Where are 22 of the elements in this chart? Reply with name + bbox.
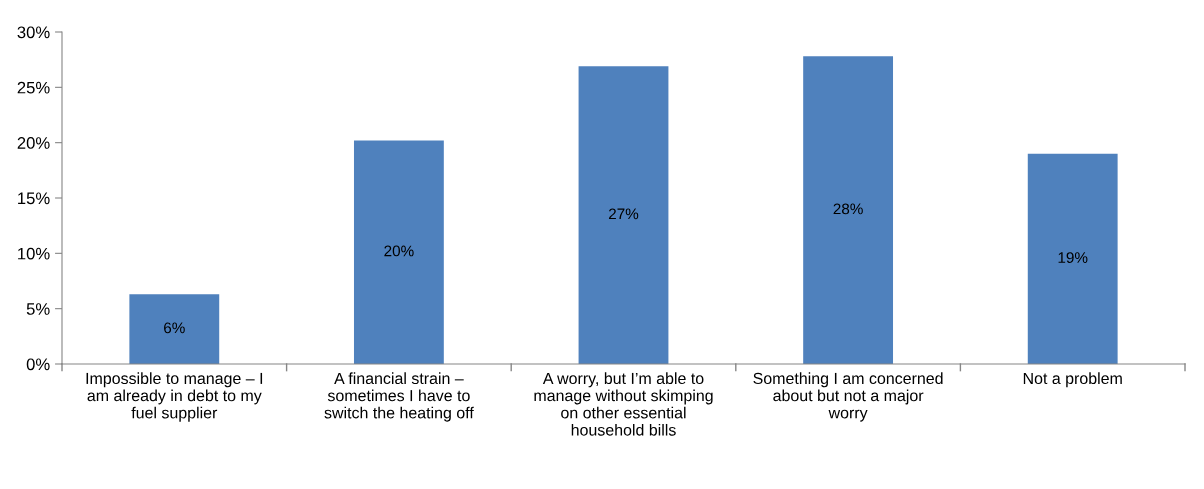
bar (129, 294, 220, 364)
data-label: 20% (384, 245, 414, 257)
y-tick-label: 15% (18, 192, 50, 205)
x-tick-label: Not a problem (1023, 372, 1122, 388)
bar (578, 66, 669, 364)
y-tick-label: 30% (17, 26, 50, 39)
bar (803, 56, 894, 364)
data-label: 19% (1058, 252, 1088, 263)
y-tick-label: 20% (17, 137, 50, 149)
y-tick-label: 0% (26, 358, 50, 371)
bar (1027, 153, 1118, 364)
data-label: 6% (164, 322, 185, 334)
x-tick-label: Something I am concerned about but not a major worry (753, 372, 943, 422)
y-tick-label: 5% (26, 303, 50, 315)
y-tick-label: 10% (18, 247, 50, 260)
x-tick-label: Impossible to manage – I am already in debt to my fuel supplier (86, 372, 263, 422)
x-tick-label: A financial strain – sometimes I have to switch the heating off (324, 372, 474, 422)
y-tick-label: 25% (17, 81, 50, 94)
bar (353, 140, 444, 364)
x-tick-label: A worry, but I’m able to manage without skimping on other essential household bills (534, 372, 713, 436)
data-label: 28% (833, 203, 863, 215)
data-label: 27% (608, 208, 639, 220)
